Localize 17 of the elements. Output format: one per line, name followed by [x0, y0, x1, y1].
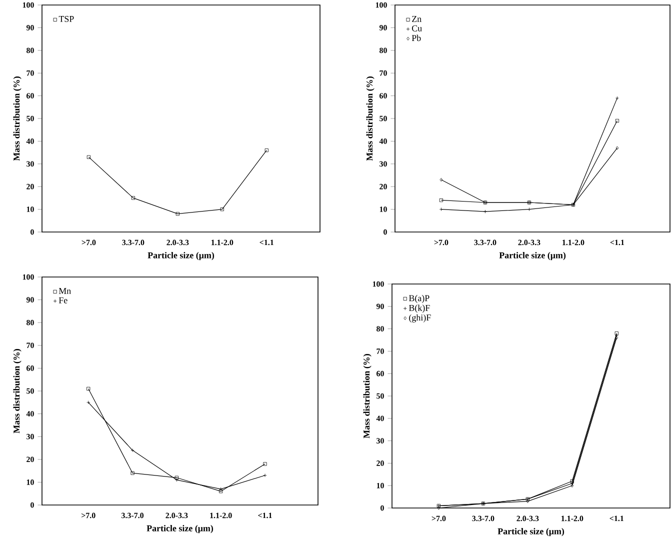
legend-label: Pb [412, 34, 421, 42]
legend-label: (ghi)F [409, 314, 431, 322]
legend-label: TSP [58, 16, 74, 22]
y-axis-title: Mass distribution (%) [13, 76, 22, 161]
legend-label: Cu [412, 25, 422, 32]
x-axis-title: Particle size (μm) [499, 252, 566, 260]
legend-label: Fe [58, 297, 68, 304]
x-axis-title: Particle size (μm) [498, 528, 564, 536]
legend-label: B(a)P [408, 294, 430, 304]
legend-label: Mn [58, 288, 71, 294]
y-axis-title: Mass distribution (%) [363, 354, 372, 438]
x-axis-title: Particle size (μm) [148, 252, 214, 260]
legend-label: B(k)F [408, 304, 430, 313]
y-axis-title: Mass distribution (%) [13, 349, 22, 434]
x-axis-title: Particle size (μm) [146, 525, 214, 534]
legend-label: Zn [412, 16, 422, 22]
y-axis-title: Mass distribution (%) [366, 76, 374, 161]
